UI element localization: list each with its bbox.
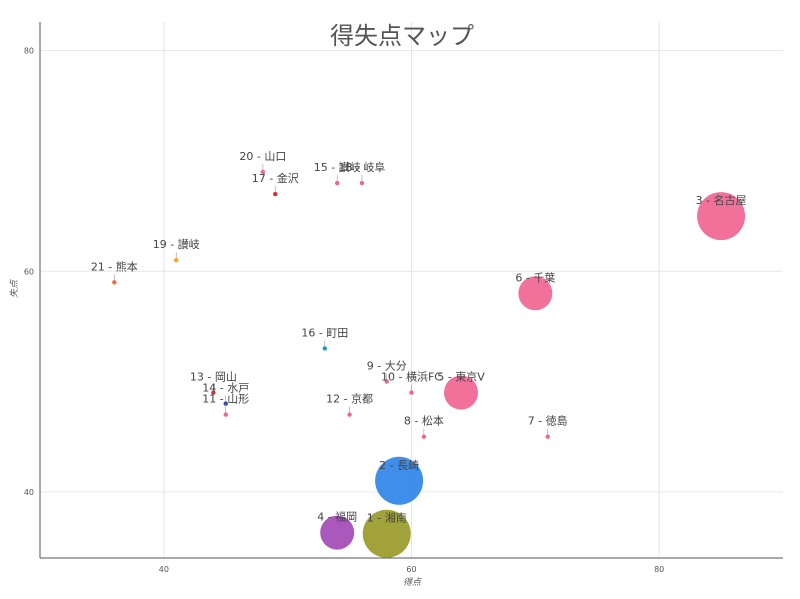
data-point-16[interactable] — [322, 346, 328, 351]
x-tick-label-0: 40 — [159, 565, 169, 574]
points-layer — [112, 169, 746, 558]
data-label-17: 17 - 金沢 — [252, 171, 299, 185]
data-label-3: 3 - 名古屋 — [696, 193, 747, 207]
y-tick-label-2: 80 — [24, 47, 34, 56]
data-point-2[interactable] — [375, 456, 424, 505]
data-point-1[interactable] — [362, 509, 411, 558]
data-point-20[interactable] — [260, 169, 266, 175]
y-tick-label-0: 40 — [24, 488, 34, 497]
data-label-19: 19 - 讃岐 — [153, 238, 200, 251]
y-tick-label-1: 60 — [24, 267, 34, 276]
labels-layer: 1 - 湘南 2 - 長崎 3 - 名古屋 4 - 福岡 5 - 東京V 6 - 千葉 7 … — [91, 150, 747, 525]
data-label-10: 10 - 横浜FC — [381, 370, 442, 384]
data-point-6[interactable] — [518, 276, 553, 311]
data-label-5: 5 - 東京V — [437, 370, 485, 384]
data-label-14: 14 - 水戸 — [202, 382, 249, 395]
data-label-8: 8 - 松本 — [404, 414, 444, 428]
data-label-18: 18 - 岐阜 — [338, 161, 385, 174]
data-point-19[interactable] — [174, 258, 179, 263]
data-label-16: 16 - 町田 — [301, 326, 348, 339]
data-label-12: 12 - 京都 — [326, 392, 373, 406]
data-label-2: 2 - 長崎 — [379, 458, 419, 472]
x-tick-label-2: 80 — [654, 565, 664, 574]
data-point-18[interactable] — [359, 180, 365, 186]
data-label-13: 13 - 岡山 — [190, 371, 237, 384]
data-point-8[interactable] — [421, 434, 427, 439]
data-point-14[interactable] — [223, 401, 228, 406]
data-point-5[interactable] — [444, 375, 479, 410]
data-point-15[interactable] — [335, 180, 340, 186]
data-label-15: 15 - 讃岐 — [314, 161, 361, 174]
data-point-13[interactable] — [211, 390, 216, 395]
data-label-9: 9 - 大分 — [367, 359, 407, 373]
data-label-21: 21 - 熊本 — [91, 259, 138, 273]
data-point-17[interactable] — [273, 191, 278, 197]
data-point-7[interactable] — [545, 434, 550, 439]
data-point-21[interactable] — [112, 280, 117, 285]
data-point-9[interactable] — [384, 379, 389, 384]
chart-title: 得失点マップ — [330, 22, 474, 50]
axis-layer: 40 60 80 40 60 80 — [24, 22, 783, 574]
data-label-6: 6 - 千葉 — [515, 270, 555, 284]
x-axis-label: 得点 — [403, 577, 422, 588]
data-point-11[interactable] — [223, 412, 228, 417]
data-label-4: 4 - 福岡 — [317, 510, 357, 524]
data-point-10[interactable] — [409, 390, 414, 395]
data-point-4[interactable] — [320, 515, 355, 550]
data-label-7: 7 - 徳島 — [528, 414, 568, 428]
x-tick-label-1: 60 — [406, 565, 416, 574]
grid-layer — [40, 22, 783, 558]
data-label-1: 1 - 湘南 — [367, 511, 407, 525]
y-axis-label: 失点 — [9, 279, 20, 298]
data-point-12[interactable] — [347, 412, 352, 417]
data-point-3[interactable] — [697, 192, 746, 241]
data-label-20: 20 - 山口 — [239, 150, 286, 163]
